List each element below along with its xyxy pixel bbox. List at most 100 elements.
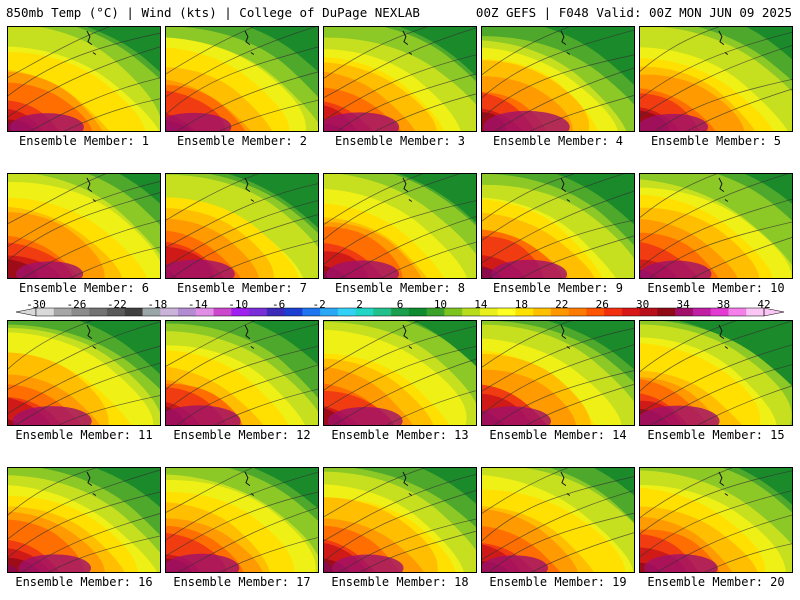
- contour-line: [63, 98, 160, 131]
- map-canvas: [482, 27, 634, 131]
- contour-line: [166, 471, 318, 541]
- colorbar-segment: [515, 308, 534, 316]
- map-canvas: [482, 468, 634, 572]
- contour-line: [640, 490, 792, 558]
- temperature-field-band: [8, 276, 14, 278]
- member-label: Ensemble Member: 17: [173, 575, 311, 589]
- colorbar-segment: [533, 308, 552, 316]
- coastline: [86, 30, 97, 55]
- ensemble-member-map[interactable]: [7, 26, 161, 132]
- coastline: [402, 324, 413, 349]
- coastline: [244, 30, 255, 55]
- map-canvas: [640, 468, 792, 572]
- ensemble-member-map[interactable]: [639, 26, 793, 132]
- contour-line: [166, 345, 318, 412]
- hot-spot: [483, 110, 570, 131]
- contour-line: [15, 362, 160, 425]
- colorbar-tick-label: -6: [272, 298, 286, 311]
- ensemble-member-map[interactable]: [323, 173, 477, 279]
- colorbar-segment: [249, 308, 268, 316]
- map-canvas: [482, 321, 634, 425]
- contour-line: [686, 88, 792, 131]
- contour-line: [482, 476, 634, 542]
- ensemble-member-map[interactable]: [639, 320, 793, 426]
- member-label: Ensemble Member: 14: [489, 428, 627, 442]
- ensemble-member-map[interactable]: [165, 173, 319, 279]
- colorbar-tick-label: -10: [228, 298, 249, 311]
- coastline: [718, 30, 729, 55]
- temperature-field-band: [324, 424, 329, 425]
- member-label: Ensemble Member: 6: [18, 281, 150, 295]
- temperature-field-band: [324, 561, 333, 572]
- coastline: [86, 177, 97, 202]
- colorbar-segment: [391, 308, 410, 316]
- contour-line: [324, 174, 424, 225]
- coastline: [560, 471, 571, 496]
- colorbar-segment: [657, 308, 676, 316]
- ensemble-member-map[interactable]: [481, 173, 635, 279]
- ensemble-member-map[interactable]: [165, 320, 319, 426]
- contour-line: [640, 45, 792, 117]
- colorbar-tick-label: -18: [147, 298, 168, 311]
- member-label: Ensemble Member: 7: [176, 281, 308, 295]
- contour-line: [324, 27, 476, 99]
- contour-line: [8, 27, 110, 78]
- colorbar-tick-label: 18: [514, 298, 528, 311]
- contour-line: [166, 491, 318, 557]
- contour-line: [8, 181, 160, 247]
- ensemble-member-map[interactable]: [639, 173, 793, 279]
- temperature-field-band: [8, 564, 18, 572]
- colorbar-tick-label: 26: [595, 298, 609, 311]
- coastline: [718, 177, 729, 202]
- colorbar-tick-label: 10: [433, 298, 448, 311]
- member-label: Ensemble Member: 9: [492, 281, 624, 295]
- contour-line: [324, 27, 428, 79]
- contour-line: [208, 240, 318, 278]
- ensemble-member-map[interactable]: [323, 26, 477, 132]
- colorbar-segment: [497, 308, 516, 316]
- contour-line: [8, 192, 160, 262]
- contour-line: [525, 383, 634, 425]
- contour-line: [656, 514, 792, 572]
- ensemble-member-map[interactable]: [323, 467, 477, 573]
- ensemble-member-map[interactable]: [165, 26, 319, 132]
- member-label: Ensemble Member: 2: [176, 134, 308, 148]
- contour-line: [166, 323, 318, 390]
- contour-line: [166, 200, 318, 268]
- temperature-colorbar: [15, 307, 785, 317]
- colorbar-segment: [320, 308, 339, 316]
- map-canvas: [324, 321, 476, 425]
- contour-line: [488, 512, 634, 572]
- member-label: Ensemble Member: 13: [331, 428, 469, 442]
- contour-line: [69, 246, 160, 278]
- colorbar-outline: [35, 307, 765, 317]
- hot-spot: [327, 406, 403, 425]
- ensemble-member-map[interactable]: [481, 320, 635, 426]
- member-label: Ensemble Member: 4: [492, 134, 624, 148]
- colorbar-segment: [675, 308, 694, 316]
- ensemble-member-map[interactable]: [323, 320, 477, 426]
- hot-spot: [324, 112, 400, 131]
- ensemble-member-map[interactable]: [7, 173, 161, 279]
- contour-line: [171, 214, 318, 278]
- ensemble-member-map[interactable]: [7, 467, 161, 573]
- colorbar-segment: [178, 308, 197, 316]
- hot-spot: [482, 555, 548, 572]
- ensemble-member-map[interactable]: [481, 26, 635, 132]
- ensemble-member-map[interactable]: [639, 467, 793, 573]
- hot-spot: [166, 405, 241, 425]
- colorbar-segment: [550, 308, 570, 316]
- hot-spot: [326, 260, 399, 278]
- map-canvas: [482, 174, 634, 278]
- member-label: Ensemble Member: 19: [489, 575, 627, 589]
- ensemble-member-map[interactable]: [481, 467, 635, 573]
- colorbar-tick-label: -14: [187, 298, 208, 311]
- ensemble-member-map[interactable]: [165, 467, 319, 573]
- colorbar-segment: [444, 308, 463, 316]
- contour-line: [8, 321, 93, 370]
- contour-line: [8, 468, 98, 516]
- ensemble-member-map[interactable]: [7, 320, 161, 426]
- contour-line: [324, 200, 476, 265]
- colorbar-tick-label: -26: [66, 298, 87, 311]
- contour-line: [21, 220, 160, 278]
